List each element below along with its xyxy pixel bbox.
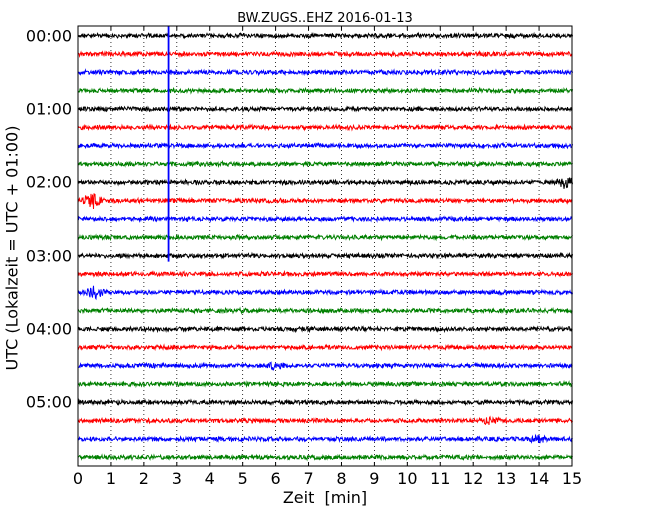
y-tick-label: 03:00 <box>25 246 72 266</box>
x-tick-label: 9 <box>369 469 380 488</box>
trace-line-1 <box>77 49 573 59</box>
x-tick-label: 13 <box>495 469 517 488</box>
trace-line-16 <box>77 325 573 334</box>
x-tick-label: 8 <box>336 469 347 488</box>
plot-frame <box>77 25 573 467</box>
y-tick-label: 04:00 <box>25 319 72 339</box>
y-tick-label: 05:00 <box>25 392 72 412</box>
trace-line-12 <box>77 251 573 260</box>
trace-line-18 <box>77 361 573 371</box>
trace-line-5 <box>77 123 573 132</box>
trace-line-10 <box>77 214 573 224</box>
trace-line-21 <box>77 415 573 426</box>
y-tick-label: 02:00 <box>25 172 72 192</box>
x-tick-label: 12 <box>463 469 484 488</box>
trace-line-14 <box>77 285 573 301</box>
trace-line-3 <box>77 86 573 95</box>
trace-line-22 <box>77 433 573 444</box>
x-tick-label: 7 <box>303 469 314 488</box>
trace-line-19 <box>77 379 573 389</box>
trace-line-11 <box>77 233 573 242</box>
trace-line-8 <box>77 177 573 189</box>
x-tick-label: 14 <box>528 469 550 488</box>
trace-line-20 <box>77 398 573 407</box>
y-tick-label: 00:00 <box>25 26 72 46</box>
x-tick-label: 10 <box>397 469 418 488</box>
x-tick-label: 15 <box>561 469 583 488</box>
trace-line-15 <box>77 306 573 315</box>
trace-line-6 <box>77 141 573 150</box>
x-tick-label: 2 <box>138 469 149 488</box>
trace-line-0 <box>77 31 573 40</box>
trace-line-23 <box>77 453 573 462</box>
trace-line-4 <box>77 105 573 113</box>
x-tick-label: 6 <box>270 469 281 488</box>
x-tick-label: 5 <box>237 469 248 488</box>
x-tick-label: 1 <box>105 469 117 488</box>
trace-line-9 <box>77 193 573 210</box>
trace-line-17 <box>77 343 573 352</box>
y-tick-label: 01:00 <box>25 99 72 119</box>
trace-line-2 <box>77 68 573 77</box>
x-axis-label: Zeit [min] <box>282 488 368 507</box>
x-tick-label: 0 <box>72 469 84 488</box>
x-tick-label: 4 <box>204 469 215 488</box>
y-axis-label: UTC (Lokalzeit = UTC + 01:00) <box>2 125 22 371</box>
trace-line-7 <box>77 159 573 169</box>
x-tick-label: 3 <box>171 469 182 488</box>
x-tick-label: 11 <box>430 469 451 488</box>
chart-title: BW.ZUGS..EHZ 2016-01-13 <box>237 11 413 26</box>
trace-line-13 <box>77 269 573 278</box>
